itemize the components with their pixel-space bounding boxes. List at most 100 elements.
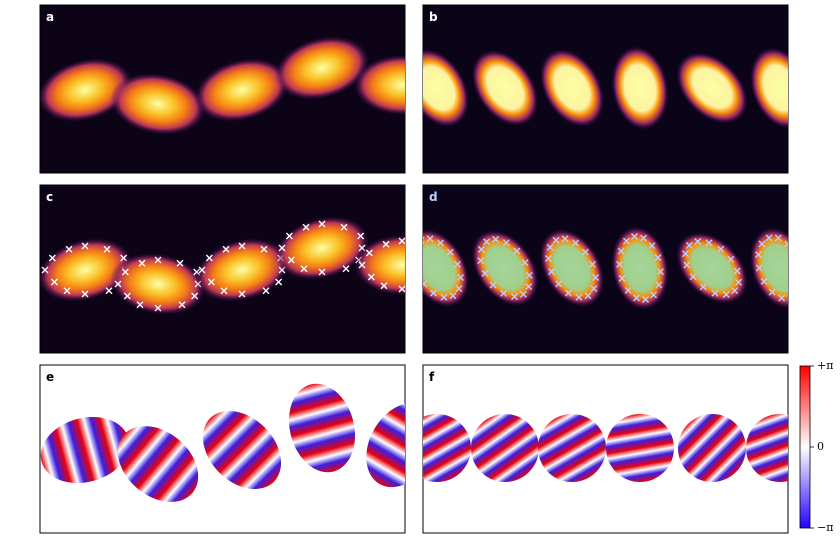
phase-blob (538, 414, 606, 482)
marker (410, 256, 416, 262)
marker (358, 261, 366, 269)
marker (774, 234, 782, 242)
blob (539, 229, 605, 307)
panel-label: a (46, 10, 54, 24)
marker (575, 293, 583, 301)
colorbar (799, 365, 811, 529)
marker (483, 238, 491, 246)
marker (510, 293, 518, 301)
marker (382, 240, 390, 248)
marker (683, 261, 691, 269)
marker (778, 294, 786, 302)
colorbar-tick-label: −π (817, 521, 833, 534)
marker (138, 259, 146, 267)
marker (260, 245, 268, 253)
marker (222, 245, 230, 253)
marker (733, 267, 741, 275)
marker (632, 294, 640, 302)
panel-image (423, 46, 788, 130)
marker (685, 241, 693, 249)
marker (561, 235, 569, 243)
marker (592, 273, 600, 281)
phase-blob (366, 402, 405, 488)
marker (784, 240, 788, 248)
marker (318, 220, 326, 228)
marker (793, 252, 799, 258)
panel-image (40, 36, 405, 135)
marker (572, 239, 580, 247)
marker (584, 292, 592, 300)
marker (114, 280, 122, 288)
marker (492, 235, 500, 243)
blob (194, 58, 290, 122)
marker (136, 301, 144, 309)
marker (588, 260, 596, 268)
marker (380, 282, 388, 290)
marker (525, 283, 533, 291)
marker (525, 271, 533, 279)
marker (500, 289, 508, 297)
marker (650, 291, 658, 299)
marker (624, 286, 632, 294)
marker (412, 244, 418, 250)
marker (513, 247, 521, 255)
marker (617, 247, 625, 255)
marker (711, 289, 719, 297)
marker (477, 257, 485, 265)
marker (546, 243, 554, 251)
marker (489, 281, 497, 289)
blob (40, 58, 133, 122)
marker (103, 245, 111, 253)
marker (423, 280, 428, 288)
marker (630, 232, 638, 240)
blob (423, 49, 470, 127)
phase-blob (471, 414, 539, 482)
marker (220, 287, 228, 295)
blob (676, 232, 748, 304)
marker (176, 259, 184, 267)
blob (676, 52, 748, 124)
marker (429, 289, 437, 297)
marker (287, 256, 295, 264)
marker (123, 292, 131, 300)
marker (81, 290, 89, 298)
marker (342, 265, 350, 273)
blob (354, 55, 405, 115)
panel-label: d (429, 190, 438, 204)
marker (640, 234, 648, 242)
panel-image (40, 216, 405, 315)
marker (655, 281, 663, 289)
marker (398, 237, 405, 245)
marker (795, 289, 801, 295)
marker (481, 269, 489, 277)
panel-image (40, 383, 405, 502)
marker (616, 260, 624, 268)
blob (611, 46, 669, 130)
marker (340, 223, 348, 231)
panel-label: b (429, 10, 438, 24)
marker (105, 287, 113, 295)
blob (110, 73, 206, 135)
marker (727, 255, 735, 263)
marker (564, 289, 572, 297)
blob (471, 50, 539, 126)
marker (449, 292, 457, 300)
marker (798, 265, 804, 271)
marker (717, 245, 725, 253)
blob (194, 238, 290, 302)
marker (440, 293, 448, 301)
blob (40, 238, 133, 302)
blob (110, 253, 206, 315)
marker (198, 266, 206, 274)
colorbar-tick-label: +π (817, 359, 833, 372)
marker (705, 239, 713, 247)
marker (207, 278, 215, 286)
marker (755, 264, 763, 272)
marker (191, 292, 199, 300)
phase-blob (606, 414, 674, 482)
marker (735, 278, 743, 286)
marker (318, 268, 326, 276)
marker (278, 244, 286, 252)
marker (656, 268, 664, 276)
